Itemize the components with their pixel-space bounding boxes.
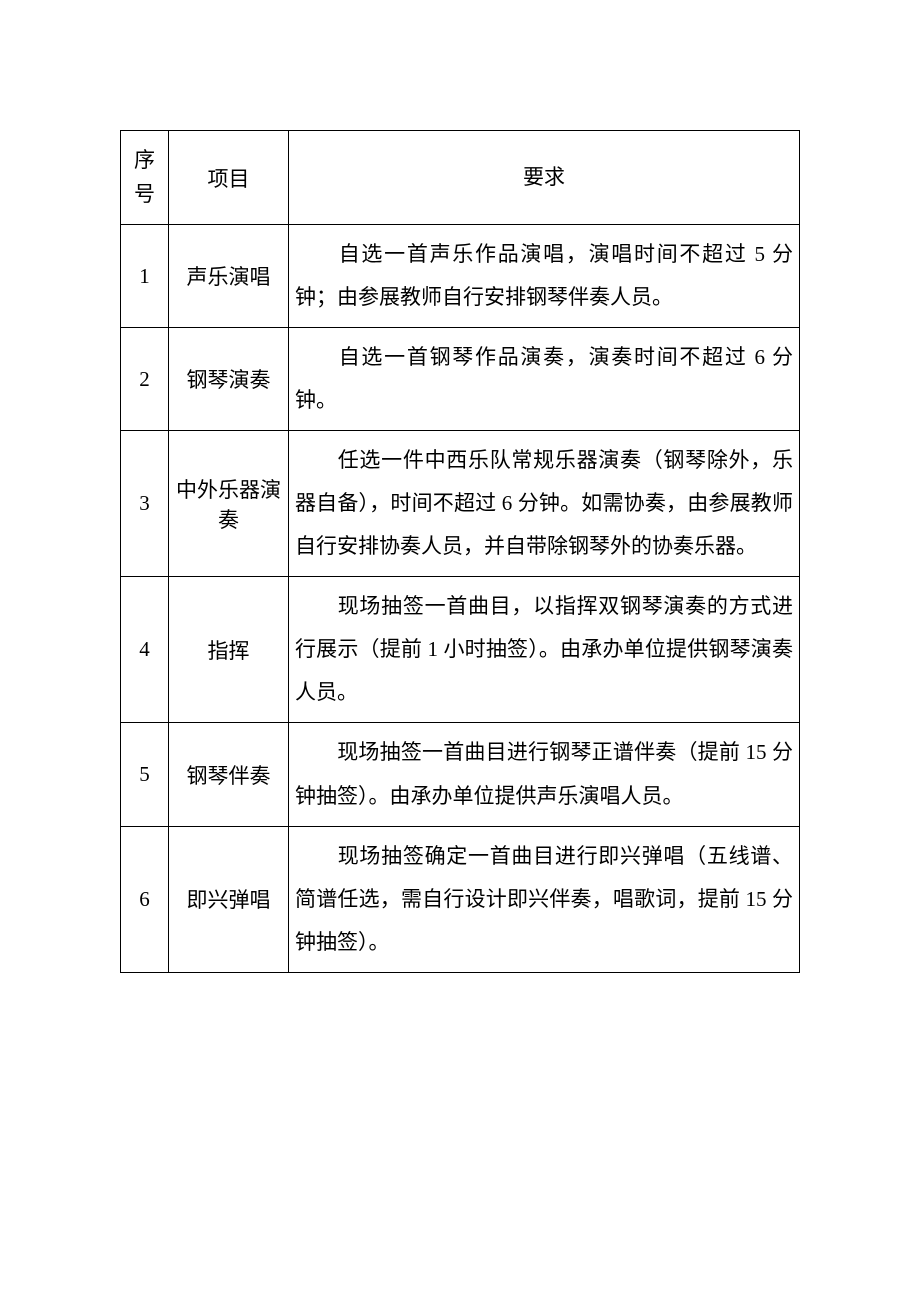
table-row: 6 即兴弹唱 现场抽签确定一首曲目进行即兴弹唱（五线谱、简谱任选，需自行设计即兴… [121,826,800,972]
cell-item: 即兴弹唱 [169,826,289,972]
cell-seq: 4 [121,577,169,723]
cell-req-text: 自选一首钢琴作品演奏，演奏时间不超过 6 分钟。 [295,345,793,412]
cell-item: 钢琴伴奏 [169,723,289,826]
cell-item: 指挥 [169,577,289,723]
cell-req: 自选一首声乐作品演唱，演唱时间不超过 5 分钟；由参展教师自行安排钢琴伴奏人员。 [289,225,800,328]
cell-req-text: 现场抽签一首曲目，以指挥双钢琴演奏的方式进行展示（提前 1 小时抽签）。由承办单… [295,594,793,704]
cell-req-text: 自选一首声乐作品演唱，演唱时间不超过 5 分钟；由参展教师自行安排钢琴伴奏人员。 [295,242,793,309]
cell-req: 自选一首钢琴作品演奏，演奏时间不超过 6 分钟。 [289,328,800,431]
cell-req: 现场抽签一首曲目，以指挥双钢琴演奏的方式进行展示（提前 1 小时抽签）。由承办单… [289,577,800,723]
header-item: 项目 [169,131,289,225]
table-row: 3 中外乐器演奏 任选一件中西乐队常规乐器演奏（钢琴除外，乐器自备），时间不超过… [121,431,800,577]
cell-item: 钢琴演奏 [169,328,289,431]
cell-item: 声乐演唱 [169,225,289,328]
cell-seq: 2 [121,328,169,431]
table-row: 4 指挥 现场抽签一首曲目，以指挥双钢琴演奏的方式进行展示（提前 1 小时抽签）… [121,577,800,723]
table-header-row: 序号 项目 要求 [121,131,800,225]
cell-req: 任选一件中西乐队常规乐器演奏（钢琴除外，乐器自备），时间不超过 6 分钟。如需协… [289,431,800,577]
cell-req-text: 现场抽签一首曲目进行钢琴正谱伴奏（提前 15 分钟抽签）。由承办单位提供声乐演唱… [295,740,793,807]
cell-seq: 3 [121,431,169,577]
cell-req: 现场抽签一首曲目进行钢琴正谱伴奏（提前 15 分钟抽签）。由承办单位提供声乐演唱… [289,723,800,826]
header-seq: 序号 [121,131,169,225]
cell-item: 中外乐器演奏 [169,431,289,577]
table-row: 5 钢琴伴奏 现场抽签一首曲目进行钢琴正谱伴奏（提前 15 分钟抽签）。由承办单… [121,723,800,826]
table-row: 2 钢琴演奏 自选一首钢琴作品演奏，演奏时间不超过 6 分钟。 [121,328,800,431]
header-req: 要求 [289,131,800,225]
table-row: 1 声乐演唱 自选一首声乐作品演唱，演唱时间不超过 5 分钟；由参展教师自行安排… [121,225,800,328]
document-page: 序号 项目 要求 1 声乐演唱 自选一首声乐作品演唱，演唱时间不超过 5 分钟；… [0,0,920,1053]
requirements-table: 序号 项目 要求 1 声乐演唱 自选一首声乐作品演唱，演唱时间不超过 5 分钟；… [120,130,800,973]
cell-seq: 1 [121,225,169,328]
cell-req: 现场抽签确定一首曲目进行即兴弹唱（五线谱、简谱任选，需自行设计即兴伴奏，唱歌词，… [289,826,800,972]
cell-seq: 6 [121,826,169,972]
cell-req-text: 现场抽签确定一首曲目进行即兴弹唱（五线谱、简谱任选，需自行设计即兴伴奏，唱歌词，… [295,844,793,954]
cell-seq: 5 [121,723,169,826]
cell-req-text: 任选一件中西乐队常规乐器演奏（钢琴除外，乐器自备），时间不超过 6 分钟。如需协… [295,448,793,558]
